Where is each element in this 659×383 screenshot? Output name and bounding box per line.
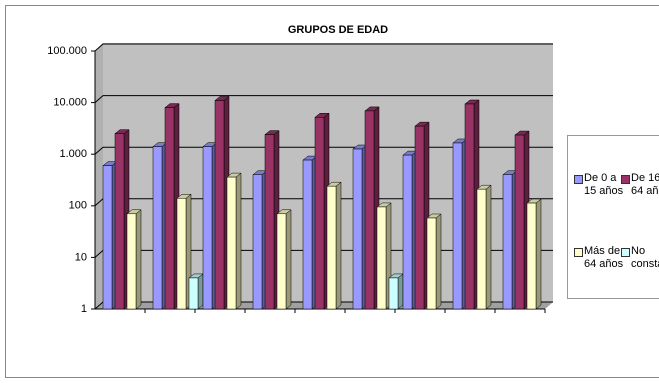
legend: De 0 a 15 años De 16 a 64 años Más de 64 a… xyxy=(567,135,659,299)
bar-side xyxy=(535,198,542,310)
grid-line xyxy=(94,146,553,155)
bar xyxy=(276,213,287,310)
bar xyxy=(326,185,337,310)
legend-swatch xyxy=(574,248,583,257)
legend-item: De 0 a 15 años xyxy=(574,172,630,198)
bar xyxy=(426,217,437,310)
bar xyxy=(126,213,137,310)
bar xyxy=(252,174,263,310)
legend-label: De 0 a 15 años xyxy=(584,172,624,197)
bar xyxy=(176,198,187,310)
bar xyxy=(302,159,313,310)
bar xyxy=(164,107,175,310)
bar xyxy=(514,134,525,310)
legend-swatch xyxy=(621,248,630,257)
legend-label: No consta xyxy=(631,245,659,270)
bar xyxy=(364,110,375,310)
chart-title: GRUPOS DE EDAD xyxy=(288,24,388,36)
bar xyxy=(526,202,537,310)
bar xyxy=(264,134,275,310)
bar-side xyxy=(197,273,204,310)
bar-side xyxy=(485,184,492,310)
grid-line xyxy=(94,43,553,52)
y-tick-label: 10.000 xyxy=(53,97,87,109)
bar-side xyxy=(135,209,142,310)
bar-side xyxy=(235,172,242,310)
bar-side xyxy=(285,209,292,310)
bar xyxy=(152,146,163,310)
bar xyxy=(464,103,475,310)
y-tick-label: 1 xyxy=(81,303,87,315)
bar-side xyxy=(335,181,342,310)
bar xyxy=(202,146,213,310)
bar xyxy=(402,154,413,310)
legend-item: De 16 a 64 años xyxy=(621,172,659,198)
bar xyxy=(476,188,487,310)
y-tick-label: 10 xyxy=(75,251,87,263)
bar xyxy=(452,142,463,310)
legend-item: Más de 64 años xyxy=(574,245,630,271)
bar-side xyxy=(435,213,442,310)
bar xyxy=(226,176,237,310)
bar xyxy=(102,165,113,310)
y-tick-label: 100 xyxy=(69,200,87,212)
bar-side xyxy=(397,273,404,310)
legend-label: Más de 64 años xyxy=(584,245,624,270)
legend-swatch xyxy=(621,175,630,184)
legend-swatch xyxy=(574,175,583,184)
bar xyxy=(314,117,325,310)
y-tick-label: 100.000 xyxy=(47,45,87,57)
y-tick-label: 1.000 xyxy=(59,148,87,160)
bar xyxy=(376,206,387,310)
grid-line xyxy=(94,95,553,103)
side-wall xyxy=(95,43,103,309)
bar xyxy=(114,133,125,310)
bar xyxy=(214,100,225,310)
bar xyxy=(188,277,199,310)
legend-label: De 16 a 64 años xyxy=(631,172,659,197)
bar xyxy=(414,125,425,310)
bar xyxy=(352,148,363,310)
bar xyxy=(388,277,399,310)
legend-item: No consta xyxy=(621,245,659,271)
bar xyxy=(502,174,513,310)
